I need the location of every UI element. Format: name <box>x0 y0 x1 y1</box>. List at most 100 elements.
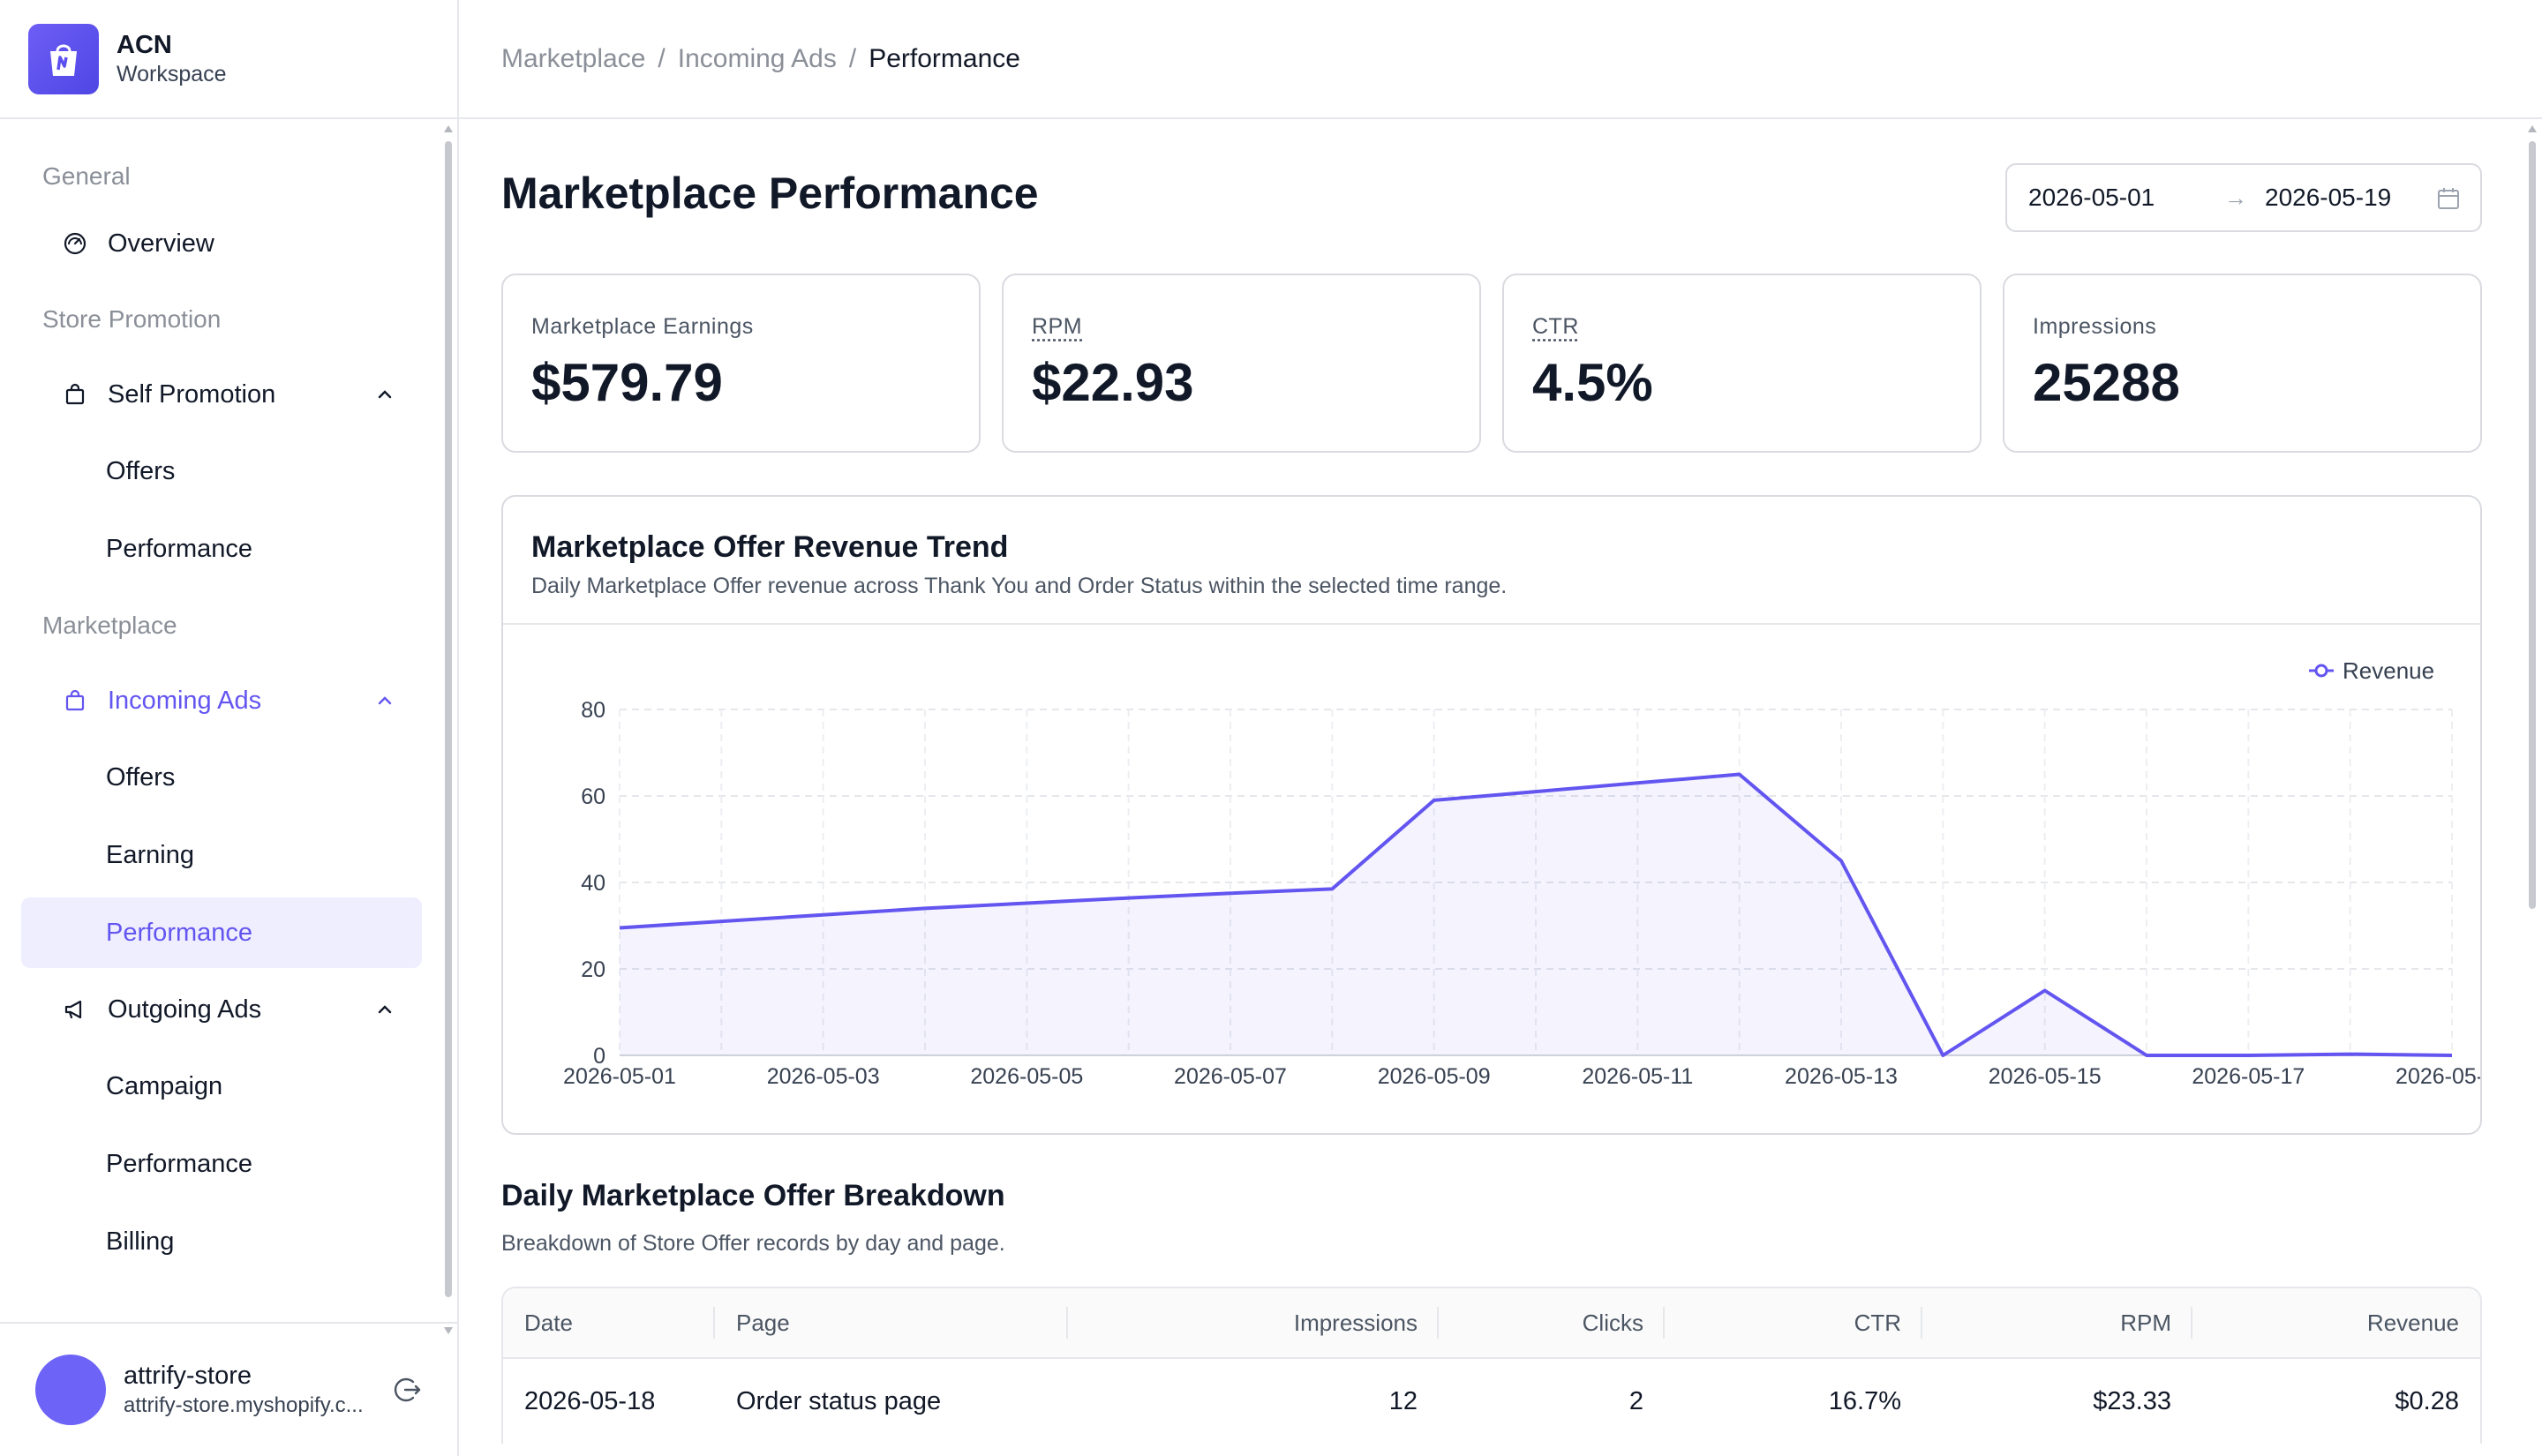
column-header-ctr[interactable]: CTR <box>1665 1310 1922 1337</box>
x-tick-label: 2026-05-05 <box>970 1064 1083 1089</box>
sidebar-item-outgoing-campaign[interactable]: Campaign <box>106 1071 223 1100</box>
data-point <box>718 919 724 924</box>
revenue-chart[interactable]: 0 20 40 60 80 2026-05-01 2026-05-03 2026-05-05 2… <box>503 625 2480 1132</box>
legend-label: Revenue <box>2343 657 2434 684</box>
column-header-rpm[interactable]: RPM <box>1922 1310 2192 1337</box>
user-name: attrify-store <box>124 1362 252 1390</box>
data-point <box>617 925 622 930</box>
dashboard-gauge-icon <box>62 230 88 257</box>
sidebar-item-incoming-ads[interactable]: Incoming Ads <box>21 663 422 739</box>
y-tick-label: 0 <box>593 1044 605 1069</box>
nav-group-general: General <box>42 162 131 190</box>
sidebar-item-overview[interactable]: Overview <box>21 206 422 281</box>
breadcrumb-separator: / <box>848 43 857 73</box>
y-tick-label: 60 <box>581 784 605 809</box>
date-start-input[interactable]: 2026-05-01 <box>2028 184 2155 211</box>
column-header-revenue[interactable]: Revenue <box>2366 1309 2459 1336</box>
kpi-card-earnings: Marketplace Earnings $579.79 <box>501 274 981 453</box>
x-tick-label: 2026-05-03 <box>767 1064 880 1089</box>
sidebar-scrollbar[interactable] <box>443 125 454 1334</box>
date-range-picker[interactable]: 2026-05-01 → 2026-05-19 <box>2005 163 2482 232</box>
kpi-value: 4.5% <box>1532 353 1653 412</box>
kpi-cards: Marketplace Earnings $579.79 RPM $22.93 … <box>501 274 2482 453</box>
breakdown-subtitle: Breakdown of Store Offer records by day … <box>501 1231 1005 1256</box>
scrollbar-thumb[interactable] <box>445 141 452 1297</box>
logout-icon[interactable] <box>392 1374 424 1406</box>
sidebar: ACN Workspace General Overview Store Pro… <box>0 0 459 1456</box>
x-tick-label: 2026-05-19 <box>2395 1064 2480 1089</box>
calendar-icon[interactable] <box>2436 186 2461 211</box>
chevron-up-icon[interactable] <box>374 384 395 405</box>
date-end-input[interactable]: 2026-05-19 <box>2265 184 2392 211</box>
main-scrollbar[interactable] <box>2526 125 2538 1456</box>
column-header-page[interactable]: Page <box>715 1310 1068 1337</box>
brand-name: ACN <box>117 30 172 59</box>
cell-ctr: 16.7% <box>1828 1386 1901 1415</box>
sidebar-item-self-promotion-performance[interactable]: Performance <box>106 534 253 563</box>
sidebar-item-label: Self Promotion <box>108 379 276 409</box>
x-tick-label: 2026-05-15 <box>1989 1064 2102 1089</box>
data-point <box>1737 772 1742 777</box>
column-header-clicks[interactable]: Clicks <box>1439 1310 1665 1337</box>
sidebar-item-label: Overview <box>108 229 214 258</box>
column-header-date[interactable]: Date <box>503 1310 715 1337</box>
user-profile[interactable]: attrify-store attrify-store.myshopify.c.… <box>0 1322 457 1456</box>
data-point <box>2144 1053 2149 1058</box>
x-tick-label: 2026-05-17 <box>2192 1064 2305 1089</box>
x-tick-label: 2026-05-07 <box>1174 1064 1287 1089</box>
breadcrumb: Marketplace / Incoming Ads / Performance <box>459 0 2542 119</box>
brand-subtitle: Workspace <box>117 61 227 86</box>
revenue-area <box>620 774 2452 1055</box>
sidebar-item-incoming-performance[interactable]: Performance <box>21 897 422 968</box>
data-point <box>2348 1052 2353 1057</box>
sidebar-item-self-promotion-offers[interactable]: Offers <box>106 456 176 485</box>
table-row[interactable]: 2026-05-18 Order status page 12 2 16.7% … <box>503 1359 2480 1444</box>
data-point <box>922 905 928 911</box>
chart-title: Marketplace Offer Revenue Trend <box>531 530 1009 564</box>
arrow-right-icon: → <box>2224 184 2247 211</box>
revenue-trend-card: Marketplace Offer Revenue Trend Daily Ma… <box>501 495 2482 1135</box>
sidebar-item-outgoing-billing[interactable]: Billing <box>106 1227 175 1256</box>
sidebar-nav: General Overview Store Promotion Self Pr… <box>0 119 441 1322</box>
chevron-up-icon[interactable] <box>374 999 395 1020</box>
kpi-label-tooltip[interactable]: RPM <box>1032 314 1083 339</box>
data-point <box>1228 890 1233 896</box>
x-tick-label: 2026-05-09 <box>1378 1064 1491 1089</box>
breadcrumb-current: Performance <box>869 43 1020 73</box>
column-header-impressions[interactable]: Impressions <box>1068 1310 1439 1337</box>
data-point <box>1024 901 1029 906</box>
cell-page: Order status page <box>736 1386 942 1415</box>
breadcrumb-marketplace[interactable]: Marketplace <box>501 43 646 73</box>
chevron-up-icon[interactable] <box>374 690 395 711</box>
nav-group-store-promotion: Store Promotion <box>42 305 222 333</box>
kpi-label-tooltip[interactable]: CTR <box>1532 314 1579 339</box>
sidebar-item-outgoing-performance[interactable]: Performance <box>106 1149 253 1178</box>
breadcrumb-incoming-ads[interactable]: Incoming Ads <box>677 43 837 73</box>
scroll-up-arrow-icon[interactable] <box>444 125 453 132</box>
avatar[interactable] <box>35 1355 106 1425</box>
breadcrumb-separator: / <box>658 43 666 73</box>
data-point <box>2449 1053 2455 1058</box>
sidebar-item-incoming-offers[interactable]: Offers <box>106 762 176 792</box>
data-point <box>2042 988 2048 994</box>
data-point <box>821 912 826 918</box>
x-tick-label: 2026-05-13 <box>1785 1064 1898 1089</box>
data-point <box>1432 798 1437 803</box>
scroll-up-arrow-icon[interactable] <box>2528 125 2537 132</box>
cell-impressions: 12 <box>1388 1386 1418 1415</box>
cell-revenue: $0.28 <box>2395 1386 2459 1415</box>
data-point <box>1126 896 1132 901</box>
scrollbar-thumb[interactable] <box>2529 141 2536 909</box>
scroll-down-arrow-icon[interactable] <box>444 1327 453 1334</box>
sidebar-item-incoming-earning[interactable]: Earning <box>106 840 194 869</box>
kpi-value: $22.93 <box>1032 353 1194 412</box>
cell-rpm: $23.33 <box>2093 1386 2171 1415</box>
data-point <box>1940 1053 1945 1058</box>
y-tick-label: 20 <box>581 957 605 982</box>
sidebar-item-outgoing-ads[interactable]: Outgoing Ads <box>21 972 422 1047</box>
nav-group-marketplace: Marketplace <box>42 612 177 639</box>
chart-subtitle: Daily Marketplace Offer revenue across T… <box>531 574 1508 598</box>
sidebar-item-self-promotion[interactable]: Self Promotion <box>21 356 422 432</box>
brand-header[interactable]: ACN Workspace <box>0 0 457 119</box>
